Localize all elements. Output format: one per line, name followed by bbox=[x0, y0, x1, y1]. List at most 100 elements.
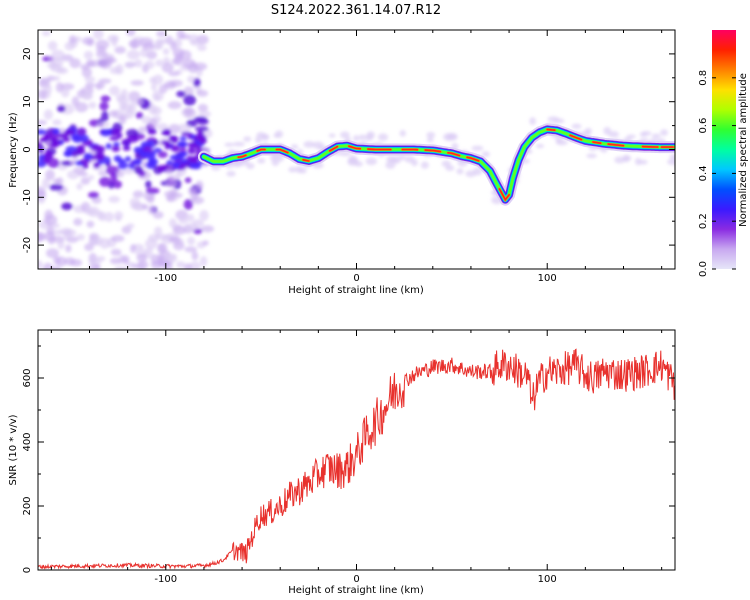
noise-blob bbox=[103, 211, 115, 222]
noise-blob bbox=[109, 66, 121, 75]
noise-blob bbox=[88, 101, 97, 109]
noise-blob bbox=[84, 243, 94, 252]
noise-blob bbox=[195, 180, 204, 191]
noise-blob bbox=[164, 82, 177, 88]
noise-speckle bbox=[38, 30, 215, 269]
halo-blob bbox=[276, 155, 284, 162]
noise-blob bbox=[157, 243, 168, 254]
noise-blob bbox=[38, 129, 47, 135]
halo-blob bbox=[288, 166, 297, 173]
noise-blob bbox=[160, 130, 171, 136]
noise-blob bbox=[179, 33, 191, 40]
noise-blob bbox=[116, 132, 123, 139]
noise-blob bbox=[50, 266, 62, 269]
noise-blob bbox=[64, 129, 75, 136]
noise-blob bbox=[87, 191, 100, 199]
noise-blob bbox=[60, 88, 70, 98]
noise-blob bbox=[65, 145, 77, 153]
noise-blob bbox=[142, 204, 149, 210]
noise-blob bbox=[83, 208, 97, 215]
noise-blob bbox=[81, 91, 92, 100]
noise-blob bbox=[95, 81, 105, 90]
noise-blob bbox=[168, 236, 182, 243]
noise-blob bbox=[168, 123, 181, 134]
snr-y-label: SNR (10 * v/v) bbox=[8, 414, 19, 485]
noise-blob bbox=[64, 41, 75, 51]
noise-blob bbox=[96, 210, 104, 220]
y-tick-label: 600 bbox=[22, 368, 33, 387]
noise-blob bbox=[163, 254, 178, 263]
halo-blob bbox=[456, 168, 464, 175]
ridge-peak bbox=[447, 152, 461, 157]
noise-blob bbox=[136, 254, 147, 263]
noise-blob bbox=[148, 104, 158, 115]
noise-blob bbox=[69, 160, 77, 166]
noise-blob bbox=[120, 88, 128, 99]
y-tick-label: -10 bbox=[22, 189, 33, 205]
noise-blob bbox=[189, 39, 202, 46]
noise-blob bbox=[38, 120, 48, 126]
noise-blob bbox=[99, 176, 111, 187]
noise-blob bbox=[109, 85, 120, 96]
halo-blob bbox=[443, 133, 455, 141]
halo-blob bbox=[273, 133, 280, 138]
noise-blob bbox=[47, 40, 58, 51]
noise-blob bbox=[38, 232, 44, 243]
noise-blob bbox=[170, 41, 177, 51]
noise-blob bbox=[157, 151, 168, 159]
noise-blob bbox=[51, 49, 65, 61]
halo-blob bbox=[529, 117, 536, 126]
halo-blob bbox=[667, 158, 675, 166]
noise-blob bbox=[166, 160, 173, 165]
noise-blob bbox=[139, 37, 154, 48]
ridge-peak bbox=[275, 148, 289, 154]
x-tick-label: -100 bbox=[154, 574, 177, 585]
noise-blob bbox=[144, 238, 158, 250]
noise-blob bbox=[197, 118, 209, 125]
noise-blob bbox=[43, 133, 52, 138]
noise-blob bbox=[187, 75, 196, 84]
noise-blob bbox=[148, 158, 159, 166]
noise-blob bbox=[123, 167, 135, 175]
noise-blob bbox=[80, 177, 91, 185]
noise-blob bbox=[111, 145, 121, 152]
noise-blob bbox=[95, 39, 110, 50]
spectrogram-x-ticks: -100 0 100 bbox=[50, 30, 663, 284]
x-tick-label: -100 bbox=[154, 273, 177, 284]
noise-blob bbox=[93, 162, 101, 169]
noise-blob bbox=[184, 177, 192, 184]
noise-blob bbox=[147, 204, 156, 215]
halo-blob bbox=[339, 151, 352, 157]
noise-blob bbox=[56, 177, 64, 186]
noise-blob bbox=[49, 184, 64, 191]
noise-blob bbox=[173, 241, 185, 251]
noise-blob bbox=[57, 239, 65, 250]
noise-blob bbox=[77, 171, 88, 177]
noise-blob bbox=[48, 235, 56, 245]
halo-blob bbox=[586, 153, 597, 159]
noise-blob bbox=[85, 82, 96, 89]
snr-x-ticks: -100 0 100 bbox=[50, 330, 663, 585]
noise-blob bbox=[176, 90, 186, 98]
halo-blob bbox=[614, 156, 626, 164]
halo-blob bbox=[471, 145, 484, 151]
x-tick-label: 100 bbox=[538, 574, 557, 585]
noise-blob bbox=[115, 169, 125, 178]
colorbar-tick-label: 0.6 bbox=[698, 118, 709, 134]
noise-blob bbox=[53, 75, 61, 81]
noise-blob bbox=[183, 199, 193, 210]
noise-blob bbox=[184, 246, 197, 253]
noise-blob bbox=[111, 35, 118, 47]
noise-blob bbox=[126, 49, 141, 60]
ridge-peak bbox=[569, 134, 583, 141]
noise-blob bbox=[74, 36, 82, 42]
halo-blob bbox=[232, 141, 245, 147]
noise-blob bbox=[152, 90, 164, 102]
noise-blob bbox=[94, 151, 104, 158]
noise-blob bbox=[145, 180, 152, 189]
noise-blob bbox=[201, 225, 215, 233]
colorbar-tick-label: 0.2 bbox=[698, 213, 709, 229]
noise-blob bbox=[189, 261, 201, 269]
noise-blob bbox=[144, 60, 155, 70]
